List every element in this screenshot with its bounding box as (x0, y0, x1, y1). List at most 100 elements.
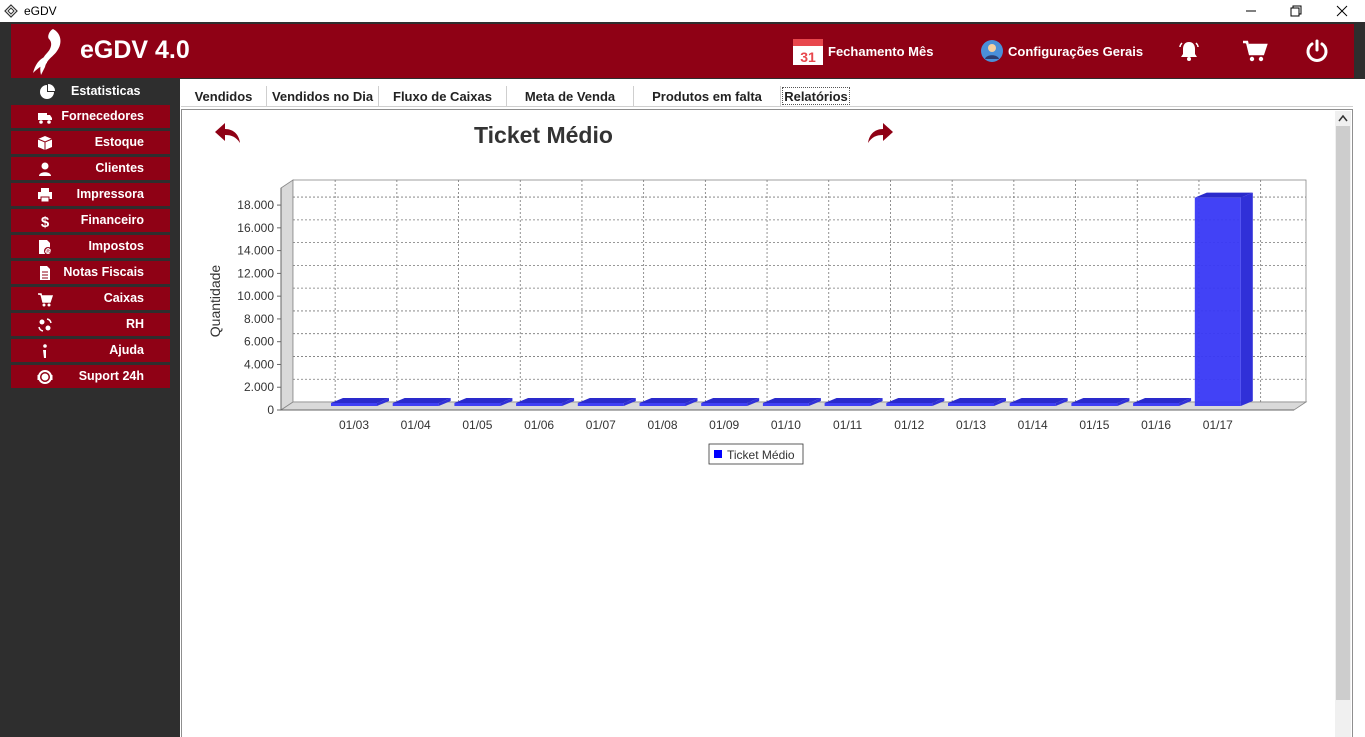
svg-text:$: $ (41, 214, 50, 229)
sidebar-item-fornecedores[interactable]: Fornecedores (11, 105, 170, 129)
bar-top-01/12 (886, 398, 945, 403)
bar-side-01/17 (1240, 192, 1253, 406)
sidebar-item-label: Impressora (76, 187, 144, 201)
tab-vendidos[interactable]: Vendidos (181, 86, 267, 107)
bar-01/17 (1194, 197, 1241, 406)
y-tick-label: 8.000 (244, 312, 274, 326)
y-tick-label: 0 (267, 403, 274, 417)
user-settings-icon (981, 40, 1003, 62)
bar-top-01/08 (639, 398, 698, 403)
bar-01/14 (1009, 403, 1056, 406)
bar-01/03 (331, 403, 377, 406)
tab-relatorios[interactable]: Relatórios (782, 87, 850, 105)
bar-top-01/03 (331, 398, 389, 403)
window-titlebar: eGDV (0, 0, 1365, 22)
bar-01/06 (516, 403, 563, 406)
minimize-button[interactable] (1228, 0, 1274, 22)
bar-top-01/14 (1009, 398, 1068, 403)
sidebar-item-label: Suport 24h (78, 369, 144, 383)
tab-meta-de-venda[interactable]: Meta de Venda (507, 86, 634, 107)
y-tick-label: 10.000 (237, 289, 274, 303)
y-tick-label: 2.000 (244, 380, 274, 394)
sidebar-item-ajuda[interactable]: Ajuda (11, 339, 170, 363)
x-tick-label: 01/17 (1203, 418, 1233, 432)
bell-icon[interactable] (1177, 39, 1201, 63)
sidebar-item-notas-fiscais[interactable]: Notas Fiscais (11, 261, 170, 285)
sidebar-item-label: Clientes (95, 161, 144, 175)
calendar-icon: 31 (793, 39, 823, 65)
chart-plot-area (292, 179, 1307, 403)
sidebar-item-financeiro[interactable]: $ Financeiro (11, 209, 170, 233)
bar-01/16 (1133, 403, 1180, 406)
bar-top-01/09 (701, 398, 760, 403)
y-tick-label: 18.000 (237, 198, 274, 212)
sidebar-item-label: Ajuda (109, 343, 144, 357)
egdv-logo-icon (33, 29, 61, 75)
scroll-up-icon[interactable] (1338, 114, 1348, 122)
tab-vendidos-no-dia[interactable]: Vendidos no Dia (267, 86, 379, 107)
cart-icon[interactable] (1242, 39, 1268, 63)
configuracoes-gerais-label: Configurações Gerais (1008, 43, 1144, 59)
svg-text:%: % (45, 249, 51, 255)
sidebar-item-estoque[interactable]: Estoque (11, 131, 170, 155)
previous-arrow-icon[interactable] (214, 121, 242, 145)
fechamento-mes-label: Fechamento Mês (828, 43, 934, 59)
chart-side-wall (280, 179, 294, 411)
bar-01/11 (824, 403, 871, 406)
sidebar-item-impressora[interactable]: Impressora (11, 183, 170, 207)
box-icon (37, 136, 53, 150)
window-title: eGDV (24, 4, 57, 18)
x-tick-label: 01/03 (339, 418, 369, 432)
x-tick-label: 01/10 (771, 418, 801, 432)
bar-top-01/04 (392, 398, 451, 403)
tab-produtos-em-falta[interactable]: Produtos em falta (634, 86, 781, 107)
x-tick-label: 01/16 (1141, 418, 1171, 432)
brand-title: eGDV 4.0 (80, 36, 190, 64)
bar-01/12 (886, 403, 933, 406)
bar-01/05 (454, 403, 501, 406)
fechamento-mes-button[interactable]: 31 Fechamento Mês (792, 36, 933, 66)
bar-side-01/14 (1055, 398, 1068, 406)
x-tick-label: 01/14 (1018, 418, 1048, 432)
sidebar-item-label: Fornecedores (61, 109, 144, 123)
next-arrow-icon[interactable] (866, 121, 894, 145)
close-button[interactable] (1319, 0, 1365, 22)
configuracoes-gerais-button[interactable]: Configurações Gerais (980, 36, 1143, 66)
document-icon (40, 266, 50, 280)
x-tick-label: 01/06 (524, 418, 554, 432)
y-tick-label: 14.000 (237, 244, 274, 258)
sidebar-item-label: Estoque (94, 135, 144, 149)
bar-01/08 (639, 403, 686, 406)
power-icon[interactable] (1305, 39, 1329, 63)
sidebar-item-estatisticas[interactable]: Estatisticas (11, 80, 169, 102)
app-header (11, 24, 1354, 78)
bar-top-01/15 (1071, 398, 1130, 403)
legend-swatch (714, 450, 722, 458)
bar-top-01/05 (454, 398, 513, 403)
bar-top-01/10 (762, 398, 821, 403)
tab-fluxo-de-caixas[interactable]: Fluxo de Caixas (379, 86, 507, 107)
y-tick-label: 12.000 (237, 266, 274, 280)
truck-icon (38, 113, 52, 124)
chart-legend (708, 443, 804, 465)
bar-side-01/13 (994, 398, 1006, 406)
sidebar-item-rh[interactable]: RH (11, 313, 170, 337)
printer-icon (38, 188, 52, 203)
x-tick-label: 01/15 (1079, 418, 1109, 432)
bar-side-01/10 (808, 398, 821, 406)
x-tick-label: 01/07 (586, 418, 616, 432)
person-icon (39, 162, 51, 176)
x-tick-label: 01/09 (709, 418, 739, 432)
bar-side-01/07 (623, 398, 636, 406)
x-tick-label: 01/04 (401, 418, 431, 432)
bar-side-01/11 (870, 398, 883, 406)
sidebar-item-impostos[interactable]: % Impostos (11, 235, 170, 259)
sidebar-item-suport-24h[interactable]: Suport 24h (11, 365, 170, 389)
scrollbar-thumb[interactable] (1336, 126, 1350, 700)
bar-side-01/05 (500, 398, 513, 406)
restore-button[interactable] (1273, 0, 1319, 22)
sidebar-item-caixas[interactable]: Caixas (11, 287, 170, 311)
sidebar-item-clientes[interactable]: Clientes (11, 157, 170, 181)
bar-top-01/06 (516, 398, 575, 403)
sidebar-item-label: RH (125, 317, 144, 331)
